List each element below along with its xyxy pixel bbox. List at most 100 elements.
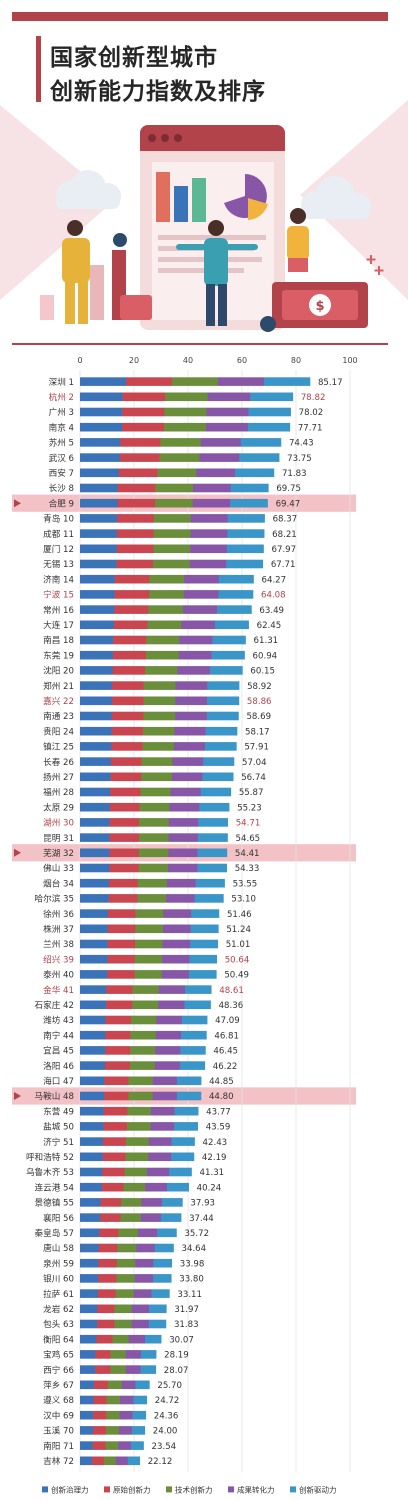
bar-segment [174, 726, 206, 736]
bar-segment [134, 954, 163, 964]
bar-segment [80, 1137, 104, 1146]
bar-segment [140, 1350, 157, 1359]
bar-segment [200, 438, 242, 447]
bar-segment [168, 848, 198, 858]
header-divider [12, 343, 388, 345]
bar-segment [143, 711, 176, 721]
value-label: 22.12 [148, 1457, 173, 1467]
bar-segment [93, 1380, 109, 1390]
bar-segment [121, 422, 165, 432]
bar-segment [181, 1015, 208, 1025]
bar-segment [205, 742, 237, 751]
legend-label: 技术创新力 [175, 1484, 213, 1494]
bar-segment [169, 1167, 192, 1177]
bar-segment [226, 544, 264, 554]
top-accent-bar [12, 12, 388, 21]
bar-segment [162, 939, 191, 949]
bar-segment [107, 909, 136, 918]
category-label: 青岛 10 [43, 513, 74, 525]
bar-segment [146, 1167, 170, 1177]
bar-segment [110, 1350, 126, 1359]
bar-segment [197, 863, 227, 873]
category-label: 镇江 25 [43, 741, 74, 753]
bar-segment [102, 1152, 126, 1162]
bar-segment [80, 590, 115, 599]
value-label: 57.91 [244, 743, 269, 753]
category-label: 吉林 72 [43, 1455, 74, 1467]
category-label: 石家庄 42 [35, 999, 74, 1011]
bar-segment [121, 1380, 136, 1390]
bar-segment [155, 1046, 181, 1055]
category-label: 秦皇岛 57 [35, 1227, 74, 1239]
bar-segment [161, 1198, 183, 1207]
value-label: 42.19 [202, 1153, 227, 1163]
bar-segment [163, 422, 207, 432]
bar-segment [80, 529, 118, 538]
bar-segment [80, 1304, 98, 1314]
bar-segment [97, 1304, 115, 1314]
value-label: 73.75 [287, 454, 312, 464]
bar-segment [80, 1395, 94, 1405]
category-label: 武汉 6 [49, 452, 74, 464]
bar-segment [140, 1213, 162, 1222]
bar-segment [80, 1030, 106, 1040]
bar-segment [130, 1030, 157, 1040]
value-label: 58.92 [247, 682, 272, 692]
bar-segment [147, 620, 182, 630]
x-tick-label: 100 [342, 356, 357, 365]
value-label: 24.72 [155, 1396, 180, 1406]
category-label: 襄阳 56 [43, 1212, 74, 1224]
category-label: 哈尔滨 35 [35, 893, 74, 905]
text-line [158, 235, 266, 240]
header-illustration: $ [0, 100, 408, 332]
bar-segment [110, 787, 141, 797]
value-label: 78.82 [301, 393, 326, 403]
bar-segment [112, 666, 146, 675]
category-label: 佛山 33 [43, 862, 74, 874]
legend-label: 成果转化力 [237, 1484, 275, 1494]
bar-segment [166, 878, 196, 888]
bar-segment [154, 1061, 181, 1070]
bar-segment [80, 757, 112, 766]
bar-segment [110, 772, 142, 782]
value-label: 34.64 [182, 1244, 207, 1254]
category-label: 马鞍山 48 [35, 1090, 74, 1102]
bar-segment [80, 1213, 101, 1222]
bar-segment [93, 1395, 107, 1405]
value-label: 33.11 [177, 1290, 202, 1300]
value-label: 54.65 [236, 834, 261, 844]
bar-segment [135, 1380, 150, 1390]
bar-segment [163, 909, 192, 918]
x-tick-label: 60 [237, 356, 247, 365]
bar-segment [80, 711, 112, 721]
bar-segment [95, 1365, 111, 1374]
bar-segment [97, 1289, 117, 1298]
bar-segment [96, 1334, 113, 1344]
bar-segment [80, 954, 108, 964]
bar-segment [122, 392, 166, 402]
legend-swatch [42, 1486, 48, 1493]
bar-segment [97, 1319, 115, 1329]
value-label: 25.70 [157, 1381, 182, 1391]
bar-segment [155, 1030, 182, 1040]
category-label: 济南 14 [43, 573, 74, 585]
cloud-icon [301, 176, 371, 219]
page-title-line-1: 国家创新型城市 [50, 45, 218, 71]
bar-segment [149, 590, 185, 599]
bar-segment [154, 1243, 174, 1253]
bar-segment [111, 726, 144, 736]
bar-segment [168, 818, 199, 827]
bar-segment [103, 1106, 128, 1116]
bar-segment [103, 1456, 117, 1466]
bar-segment [105, 1441, 119, 1450]
bar-segment [190, 939, 219, 949]
bar-segment [153, 529, 191, 538]
bar-segment [217, 605, 252, 614]
bar-segment [136, 1243, 156, 1253]
bar-segment [190, 514, 228, 523]
legend-swatch [104, 1486, 110, 1493]
bar-segment [158, 1000, 185, 1010]
category-label: 南京 4 [49, 421, 74, 433]
bar-segment [142, 726, 175, 736]
category-label: 绍兴 39 [43, 953, 74, 965]
